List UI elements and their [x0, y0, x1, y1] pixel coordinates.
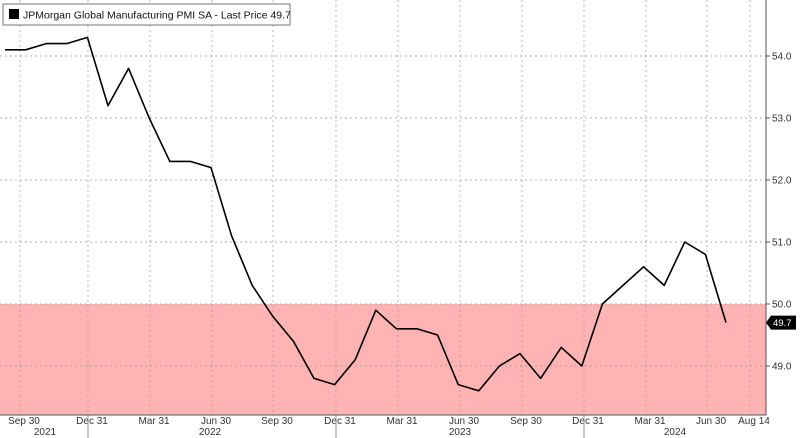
x-tick-label: Sep 30 — [510, 416, 542, 427]
x-tick-label: Mar 31 — [634, 416, 666, 427]
legend: JPMorgan Global Manufacturing PMI SA - L… — [2, 3, 291, 26]
x-tick-label: Aug 14 — [738, 416, 770, 427]
year-label: 2022 — [199, 427, 222, 438]
last-price-marker: 49.7 — [766, 315, 796, 330]
x-axis-year-labels: 2021 2022 2023 2024 — [34, 415, 687, 438]
y-tick-label: 52.0 — [772, 176, 792, 187]
y-tick-label: 50.0 — [772, 300, 792, 311]
y-tick-label: 51.0 — [772, 238, 792, 249]
y-axis-ticks: 49.0 50.0 51.0 52.0 53.0 54.0 — [766, 52, 792, 373]
x-tick-label: Mar 31 — [138, 416, 170, 427]
x-tick-label: Jun 30 — [201, 416, 231, 427]
x-tick-label: Mar 31 — [386, 416, 418, 427]
legend-label: JPMorgan Global Manufacturing PMI SA - L… — [23, 10, 291, 22]
year-label: 2023 — [449, 427, 472, 438]
vertical-gridlines — [19, 0, 751, 415]
last-price-label: 49.7 — [773, 318, 792, 329]
pmi-series-line — [5, 36, 727, 392]
contraction-band — [0, 304, 766, 415]
legend-swatch — [9, 9, 19, 19]
x-tick-label: Jun 30 — [449, 416, 479, 427]
x-tick-label: Sep 30 — [8, 416, 40, 427]
x-tick-label: Dec 31 — [76, 416, 108, 427]
x-axis-ticks: Sep 30 Dec 31 Mar 31 Jun 30 Sep 30 Dec 31 Mar … — [8, 416, 770, 427]
y-tick-label: 49.0 — [772, 362, 792, 373]
year-label: 2024 — [664, 427, 687, 438]
y-tick-label: 53.0 — [772, 114, 792, 125]
y-tick-label: 54.0 — [772, 52, 792, 63]
x-tick-label: Jun 30 — [696, 416, 726, 427]
x-tick-label: Dec 31 — [324, 416, 356, 427]
x-tick-label: Sep 30 — [261, 416, 293, 427]
year-label: 2021 — [34, 427, 57, 438]
x-tick-label: Dec 31 — [572, 416, 604, 427]
